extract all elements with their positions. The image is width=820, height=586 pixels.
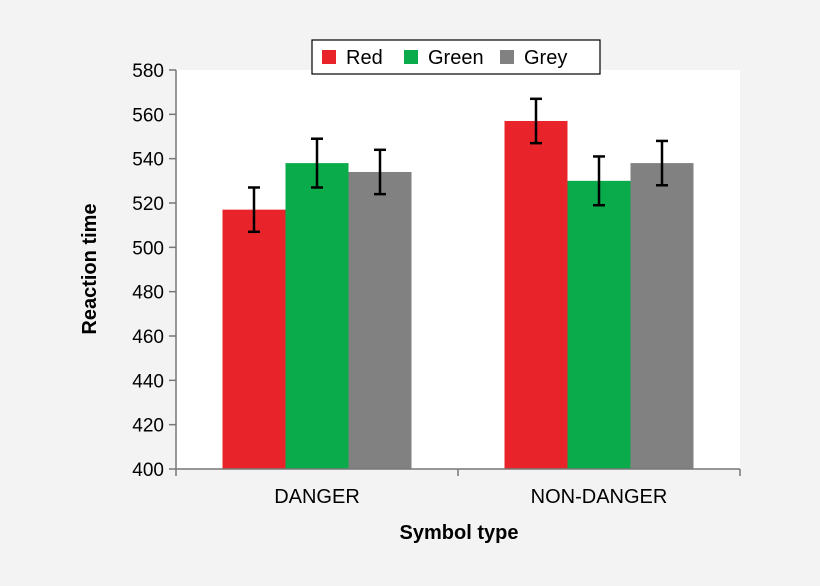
x-tick-label-danger: DANGER <box>274 486 360 508</box>
legend-box <box>311 39 601 75</box>
y-tick-label-520: 520 <box>132 194 164 215</box>
bar-non-danger-grey <box>630 163 694 469</box>
y-tick-label-460: 460 <box>132 327 164 348</box>
x-axis-title: Symbol type <box>400 522 519 544</box>
legend-swatch-grey <box>500 50 514 64</box>
y-axis-title: Reaction time <box>79 203 101 334</box>
legend-label-grey: Grey <box>524 47 567 69</box>
y-tick-label-560: 560 <box>132 105 164 126</box>
y-tick-label-440: 440 <box>132 371 164 392</box>
legend-label-green: Green <box>428 47 484 69</box>
y-tick-label-580: 580 <box>132 61 164 82</box>
legend: Red Green Grey <box>311 39 601 75</box>
x-categories-group: DANGER NON-DANGER <box>274 486 667 508</box>
legend-swatch-green <box>404 50 418 64</box>
bars-group <box>222 120 694 470</box>
y-tick-label-400: 400 <box>132 460 164 481</box>
y-ticks-group: 400 420 440 460 480 500 520 540 560 580 <box>132 61 176 481</box>
error-bars-group <box>248 97 668 234</box>
y-tick-label-480: 480 <box>132 283 164 304</box>
y-tick-label-540: 540 <box>132 150 164 171</box>
bar-danger-green <box>285 163 349 469</box>
legend-swatch-red <box>322 50 336 64</box>
bar-danger-grey <box>348 171 412 469</box>
axes-group <box>175 70 741 476</box>
legend-label-red: Red <box>346 47 383 69</box>
y-tick-label-420: 420 <box>132 416 164 437</box>
y-tick-label-500: 500 <box>132 238 164 259</box>
bar-non-danger-green <box>567 180 631 470</box>
x-tick-label-non-danger: NON-DANGER <box>531 486 668 508</box>
bar-danger-red <box>222 209 286 469</box>
bar-non-danger-red <box>504 120 568 469</box>
